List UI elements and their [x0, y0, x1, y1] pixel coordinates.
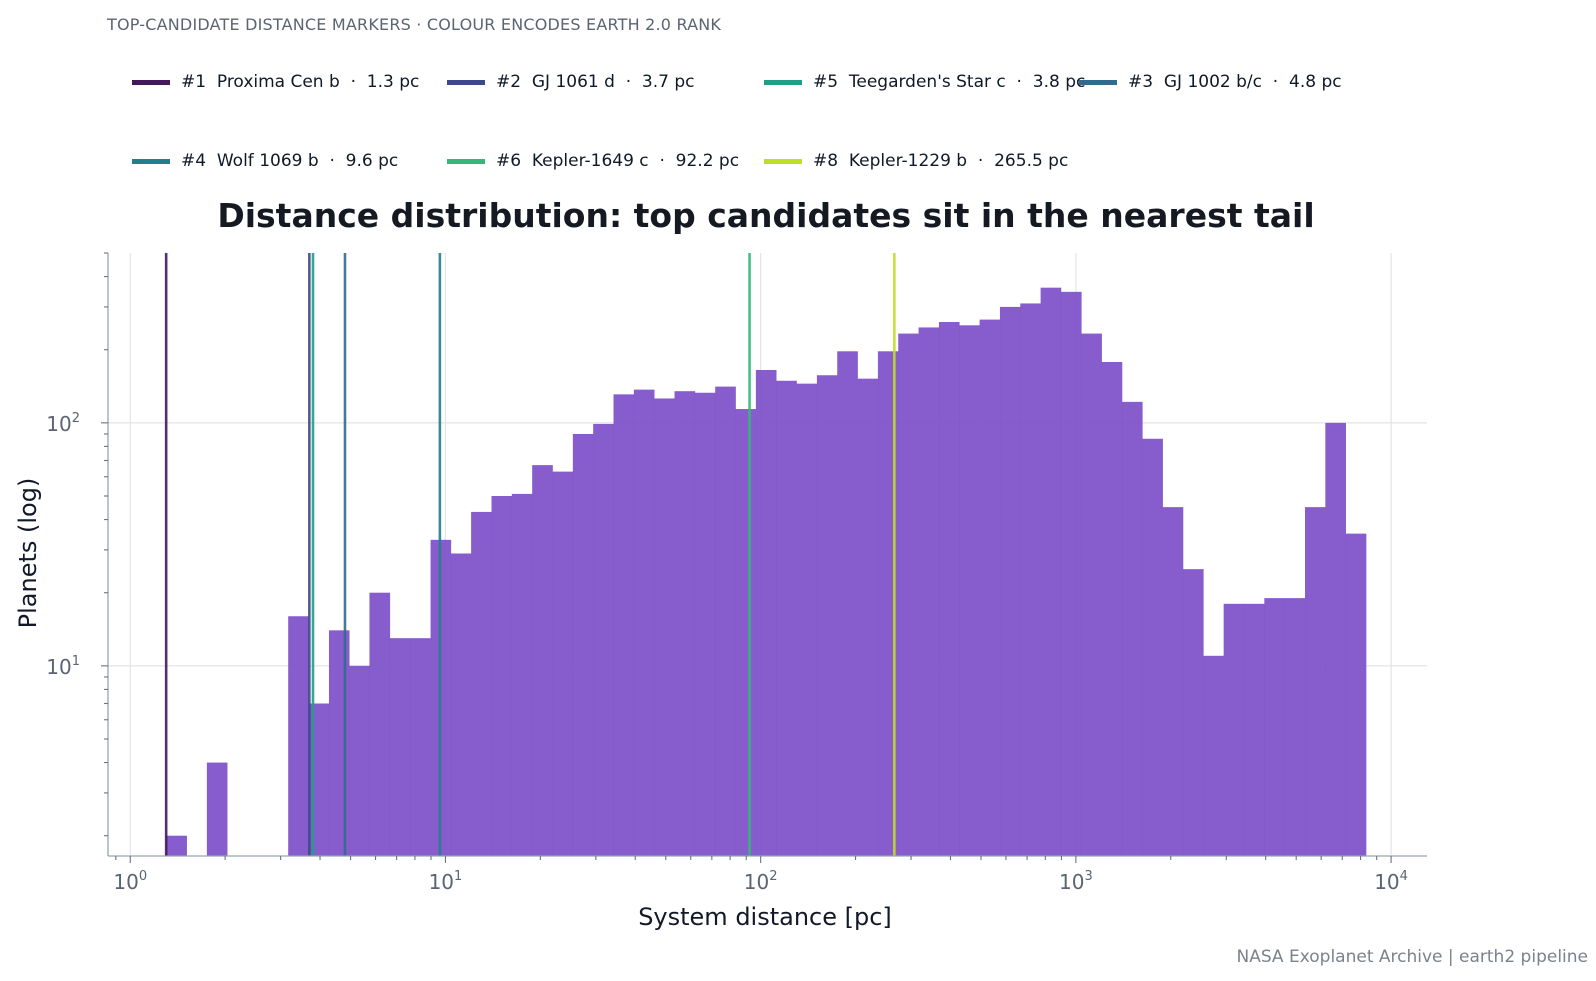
histogram-bar [654, 398, 675, 856]
histogram-bar [857, 378, 879, 856]
legend-swatch [132, 158, 170, 164]
histogram-bar [1305, 507, 1326, 856]
histogram-bar [1203, 655, 1224, 856]
histogram-bar [715, 386, 736, 856]
legend-label: #2 GJ 1061 d · 3.7 pc [496, 72, 695, 92]
histogram-bar [1182, 569, 1204, 856]
legend-item: #6 Kepler-1649 c · 92.2 pc [447, 149, 739, 173]
histogram-bar [816, 375, 838, 856]
legend-item: #1 Proxima Cen b · 1.3 pc [132, 70, 419, 94]
histogram-bar [288, 616, 309, 856]
histogram-bar [166, 835, 187, 856]
legend-label: #1 Proxima Cen b · 1.3 pc [181, 72, 420, 92]
histogram-bar [938, 322, 960, 856]
histogram-bar [1101, 361, 1123, 856]
legend-label: #8 Kepler-1229 b · 265.5 pc [813, 151, 1069, 171]
histogram-bar [206, 762, 228, 856]
histogram-bar [613, 394, 635, 856]
histogram-bar [532, 465, 553, 856]
legend-item: #2 GJ 1061 d · 3.7 pc [447, 70, 695, 94]
histogram-bar [918, 327, 940, 857]
legend-label: #4 Wolf 1069 b · 9.6 pc [181, 151, 399, 171]
histogram-bar [369, 592, 391, 856]
histogram-bar [694, 392, 716, 856]
legend-label: #6 Kepler-1649 c · 92.2 pc [496, 151, 740, 171]
histogram-bar [410, 638, 431, 856]
legend-swatch [132, 79, 170, 85]
histogram-bar [1243, 603, 1265, 856]
legend-swatch [764, 158, 802, 164]
histogram-bar [1325, 422, 1346, 856]
histogram-bar [471, 511, 492, 856]
legend-item: #5 Teegarden's Star c · 3.8 pc [764, 70, 1085, 94]
histogram-bar [450, 553, 472, 856]
histogram-bar [959, 325, 980, 857]
legend-item: #3 GJ 1002 b/c · 4.8 pc [1079, 70, 1342, 94]
histogram-bar [1223, 603, 1245, 856]
source-credit: NASA Exoplanet Archive | earth2 pipeline [1236, 947, 1588, 967]
histogram-bar [674, 391, 696, 856]
x-tick-label: 101 [429, 869, 463, 894]
legend-swatch [447, 158, 485, 164]
histogram-bar [1020, 303, 1041, 856]
legend-item: #8 Kepler-1229 b · 265.5 pc [764, 149, 1068, 173]
y-tick-label: 101 [46, 654, 80, 679]
x-tick-label: 104 [1374, 869, 1408, 894]
histogram-bar [511, 493, 533, 856]
y-tick-label: 102 [46, 411, 80, 436]
histogram-bar [389, 638, 411, 856]
histogram-bar [1142, 438, 1163, 856]
x-axis-label: System distance [pc] [638, 903, 892, 931]
axes: 100 101 102 103 104 101 102 [46, 252, 1427, 894]
histogram-bar [552, 471, 574, 856]
histogram-bar [755, 370, 777, 856]
histogram-bar [979, 319, 1001, 856]
histogram-bar [1264, 598, 1285, 856]
x-tick-label: 102 [744, 869, 778, 894]
histogram-bar [999, 306, 1021, 856]
legend-swatch [447, 79, 485, 85]
histogram-bar [572, 433, 594, 856]
histogram-bar [1121, 401, 1143, 856]
candidate-markers [164, 253, 896, 856]
y-axis-label: Planets (log) [14, 478, 42, 629]
chart-title: Distance distribution: top candidates si… [217, 196, 1315, 235]
histogram-bar [898, 333, 919, 857]
histogram-bars [166, 287, 1367, 857]
histogram-bar [796, 383, 818, 856]
histogram-bar [735, 409, 757, 856]
histogram-bar [1345, 533, 1367, 856]
x-tick-label: 100 [113, 869, 147, 894]
histogram-bar [1040, 287, 1062, 856]
histogram-bar [1081, 333, 1102, 857]
histogram-bar [633, 389, 655, 856]
legend-swatch [1079, 79, 1117, 85]
histogram-bar [491, 495, 513, 856]
histogram-bar [1162, 507, 1184, 856]
histogram-bar [837, 351, 858, 856]
histogram-bar [1284, 598, 1306, 856]
figure-supertitle: TOP-CANDIDATE DISTANCE MARKERS · COLOUR … [107, 15, 722, 34]
legend-item: #4 Wolf 1069 b · 9.6 pc [132, 149, 398, 173]
histogram-bar [593, 423, 614, 856]
legend-label: #3 GJ 1002 b/c · 4.8 pc [1128, 72, 1342, 92]
histogram-bar [1060, 291, 1082, 857]
legend-swatch [764, 79, 802, 85]
histogram-bar [776, 380, 797, 856]
legend-label: #5 Teegarden's Star c · 3.8 pc [813, 72, 1086, 92]
histogram-bar [328, 630, 350, 856]
histogram-bar [349, 665, 370, 856]
x-tick-label: 103 [1059, 869, 1093, 894]
